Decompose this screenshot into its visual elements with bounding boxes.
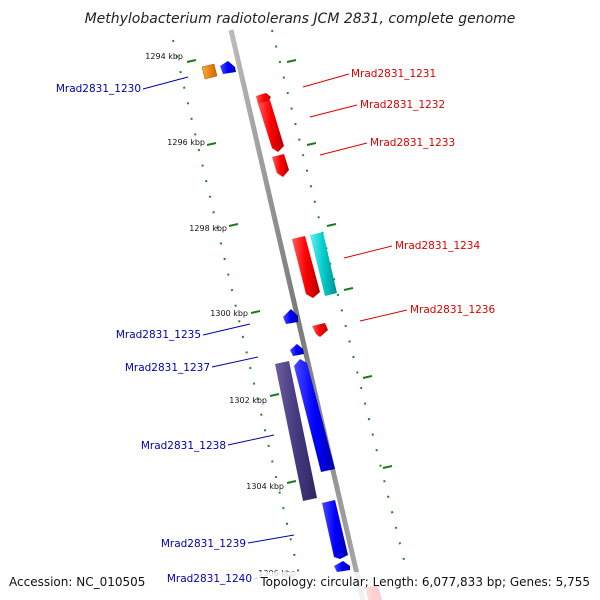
gene-label-mrad2831-1236[interactable]: Mrad2831_1236	[410, 304, 495, 316]
gene-arrow-mrad2831-1232[interactable]	[258, 100, 284, 152]
forward-leader-lines	[302, 73, 408, 322]
gene-label-mrad2831-1235[interactable]: Mrad2831_1235	[116, 329, 201, 341]
gene-label-mrad2831-1238[interactable]: Mrad2831_1238	[141, 440, 226, 452]
kbp-label-1304: 1304 kbp	[246, 482, 284, 491]
gene-arrow-mrad2831-1239[interactable]	[322, 500, 348, 559]
gene-arrow-mrad2831-1236[interactable]	[312, 323, 328, 337]
outer-major-ticks	[286, 59, 393, 469]
kbp-label-1300: 1300 kbp	[210, 309, 248, 318]
gene-label-mrad2831-1231[interactable]: Mrad2831_1231	[351, 68, 436, 80]
kbp-label-1302: 1302 kbp	[229, 396, 267, 405]
kbp-label-1294: 1294 kbp	[145, 52, 183, 61]
gene-arrow-mrad2831-1233[interactable]	[272, 154, 289, 177]
gene-arrow-mrad2831-1240[interactable]	[334, 561, 350, 572]
gene-arrow-mrad2831-1235[interactable]	[283, 309, 298, 324]
gene-label-mrad2831-1230[interactable]: Mrad2831_1230	[56, 83, 141, 95]
footer-band	[0, 572, 600, 600]
gene-arrow-mrad2831-1237[interactable]	[290, 344, 304, 356]
map-title: Methylobacterium radiotolerans JCM 2831,…	[85, 11, 516, 27]
gene-arrow-mrad2831-1238[interactable]	[275, 361, 317, 501]
kbp-label-1296: 1296 kbp	[167, 138, 205, 147]
accession-text: Accession: NC_010505	[9, 575, 145, 589]
gene-arrow-mrad2831-1234[interactable]	[292, 236, 320, 298]
outer-tick-track	[271, 29, 405, 561]
inner-major-ticks	[186, 59, 297, 484]
gene-arrow-orange[interactable]	[201, 63, 218, 80]
genome-summary-text: Topology: circular; Length: 6,077,833 bp…	[259, 575, 590, 589]
gene-label-mrad2831-1240[interactable]: Mrad2831_1240	[167, 573, 252, 585]
gene-arrow-mrad2831-1230[interactable]	[220, 61, 236, 74]
reverse-leader-lines	[142, 76, 295, 580]
gene-label-mrad2831-1232[interactable]: Mrad2831_1232	[360, 99, 445, 111]
gene-arrow-cyan[interactable]	[310, 232, 337, 296]
gene-arrow-mrad2831-1238-b[interactable]	[294, 359, 335, 472]
kbp-label-1298: 1298 kbp	[189, 224, 227, 233]
gene-label-mrad2831-1239[interactable]: Mrad2831_1239	[161, 538, 246, 550]
gene-label-mrad2831-1234[interactable]: Mrad2831_1234	[395, 240, 480, 252]
gene-label-mrad2831-1237[interactable]: Mrad2831_1237	[125, 362, 210, 374]
gene-label-mrad2831-1233[interactable]: Mrad2831_1233	[370, 137, 455, 149]
